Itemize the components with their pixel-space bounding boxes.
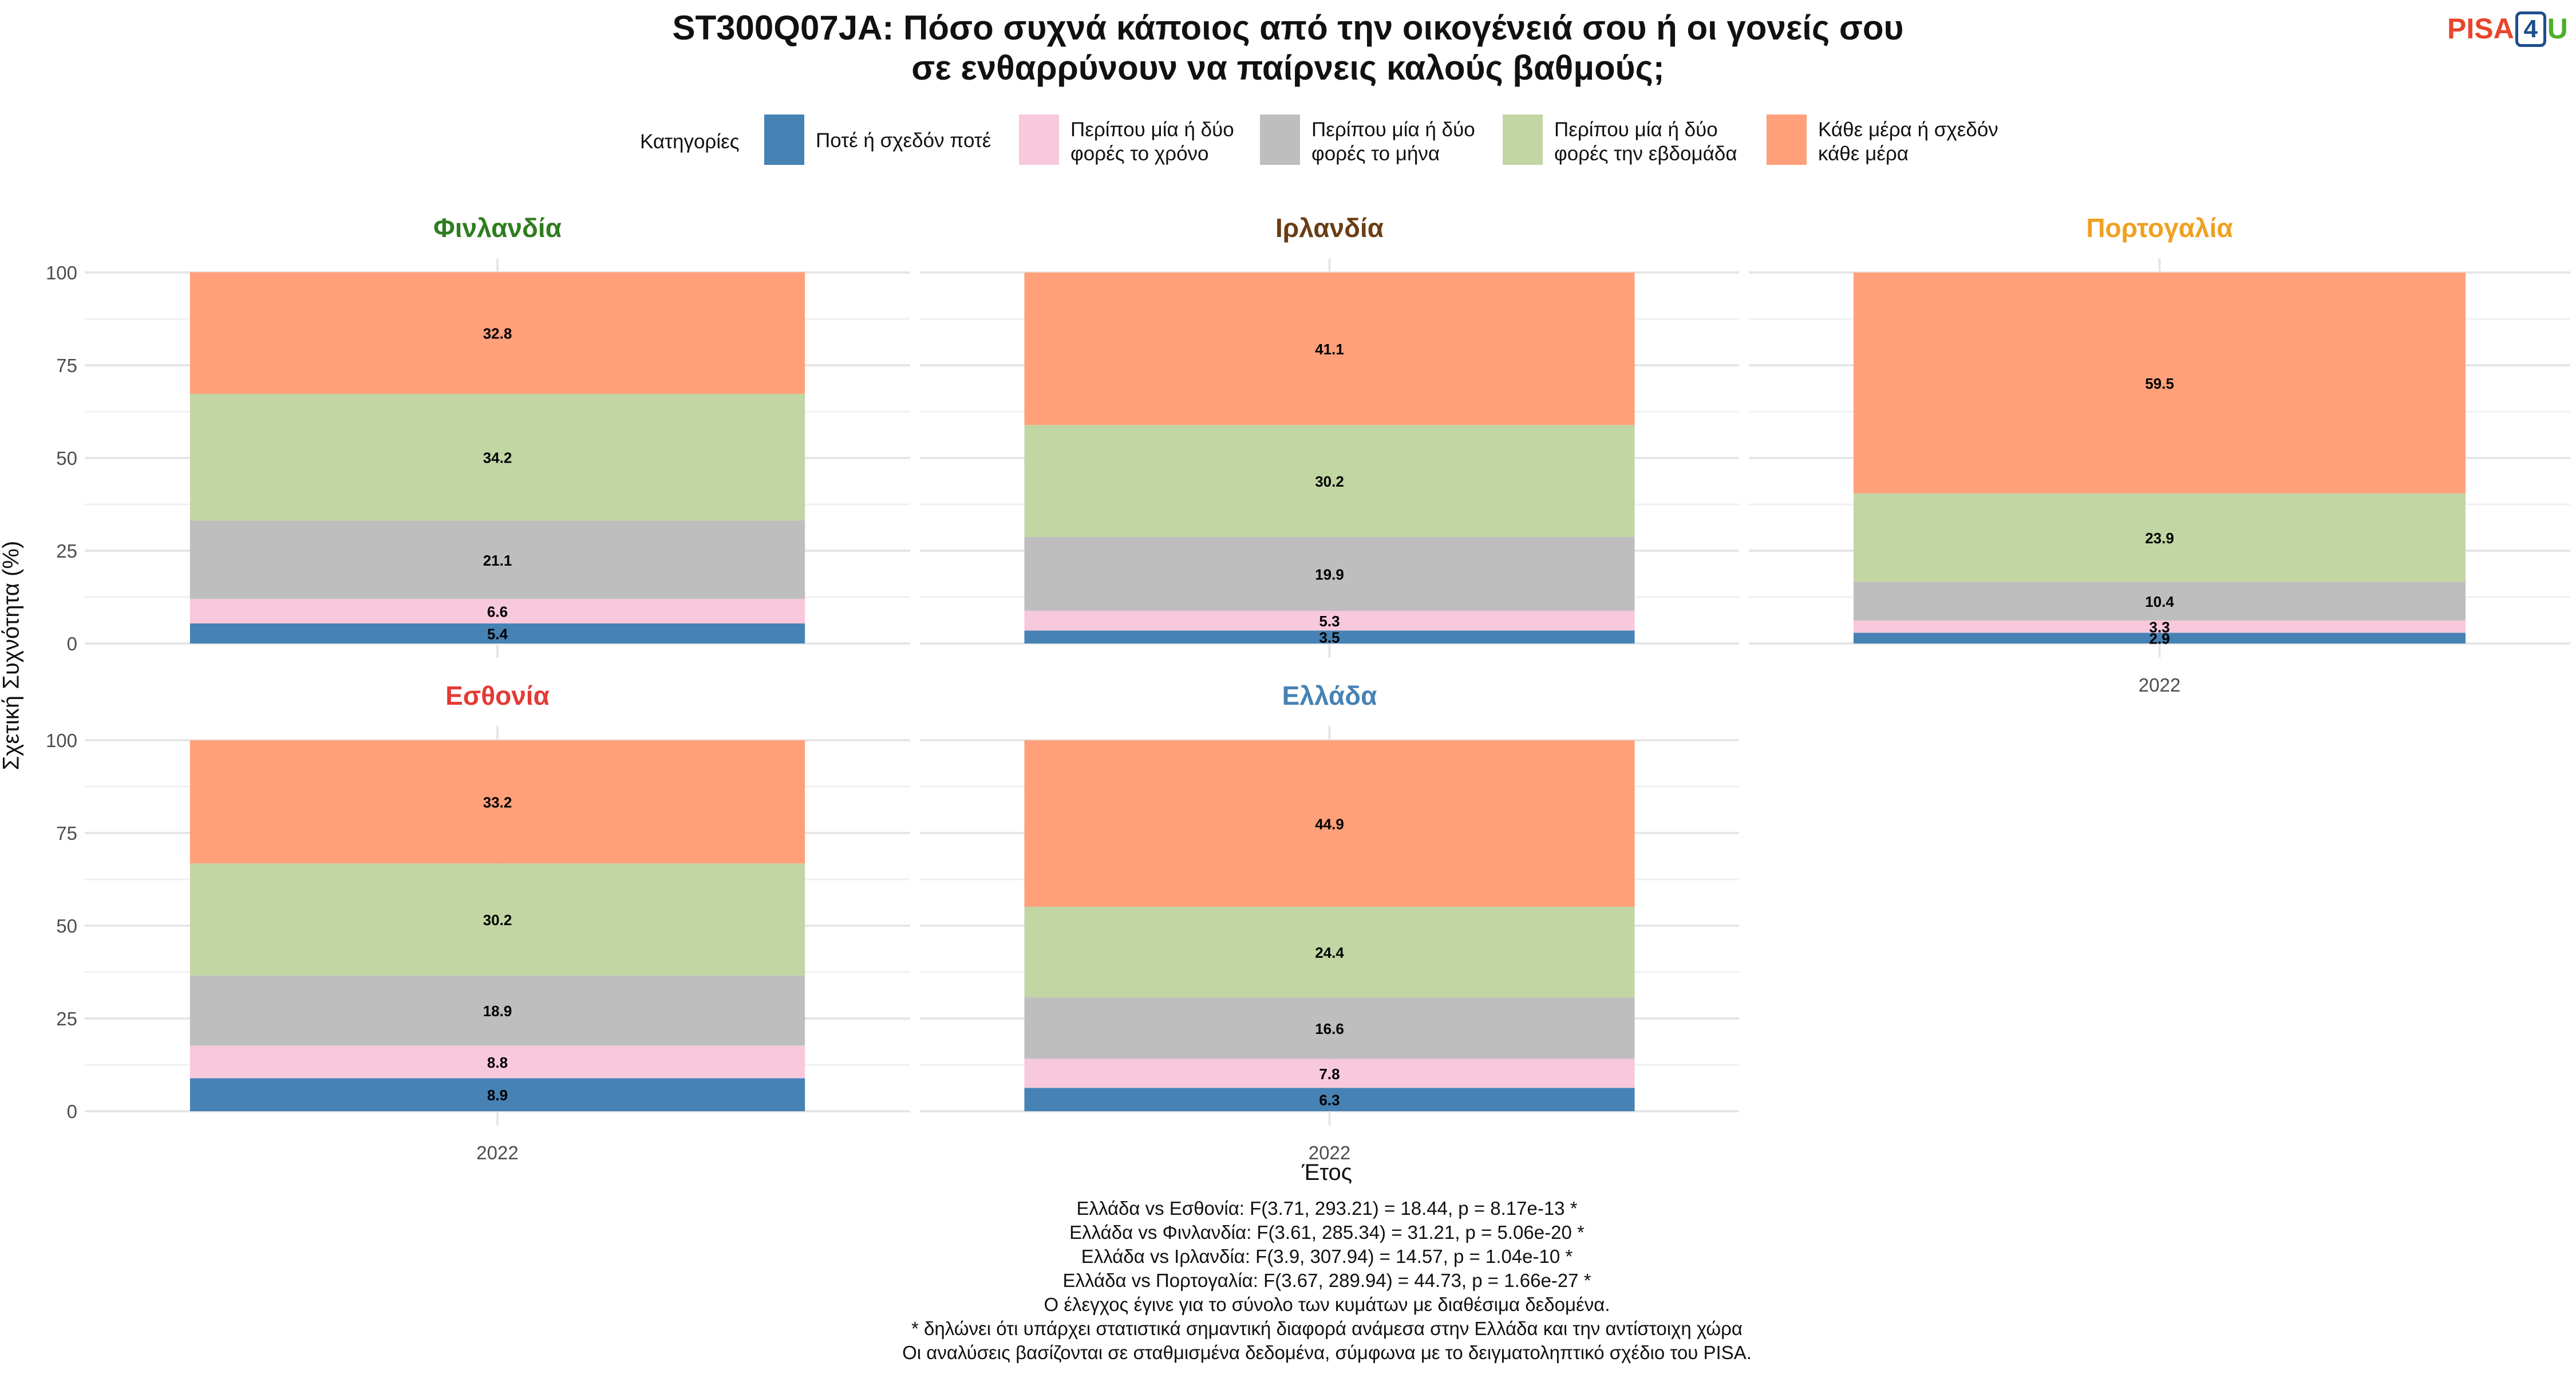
facet-2-data-label-never: 3.5 <box>1319 629 1340 646</box>
legend-title: Κατηγορίες <box>640 131 740 153</box>
y-tick-label: 75 <box>56 355 77 376</box>
facet-2-data-label-monthly: 19.9 <box>1315 566 1344 583</box>
caption: Ελλάδα vs Εσθονία: F(3.71, 293.21) = 18.… <box>0 1197 2576 1365</box>
y-tick-label: 25 <box>56 1008 77 1029</box>
legend-label-never: Ποτέ ή σχεδόν ποτέ <box>816 129 991 152</box>
caption-line-6: * δηλώνει ότι υπάρχει στατιστικά σημαντι… <box>911 1318 1743 1339</box>
facet-5-data-label-monthly: 16.6 <box>1315 1020 1344 1037</box>
facet-3-data-label-never: 2.9 <box>2149 630 2170 647</box>
facet-3-data-label-monthly: 10.4 <box>2145 593 2174 610</box>
y-tick-label: 50 <box>56 915 77 937</box>
facet-5-bar-weekly <box>1024 906 1635 998</box>
facet-5-x-tick-label: 2022 <box>1309 1142 1350 1163</box>
facet-5-title: Ελλάδα <box>1282 681 1377 710</box>
facet-2-bar-monthly <box>1024 537 1635 611</box>
y-tick-label: 100 <box>46 262 77 283</box>
chart-title: ST300Q07JA: Πόσο συχνά κάποιος από την ο… <box>0 8 2576 88</box>
facet-1-bar-yearly <box>189 599 805 624</box>
y-tick-label: 100 <box>46 730 77 751</box>
facet-5-bar-yearly <box>1024 1059 1635 1088</box>
facet-2-bar-weekly <box>1024 425 1635 538</box>
facet-4-bar-never <box>189 1078 805 1111</box>
facet-2-data-label-yearly: 5.3 <box>1319 613 1340 630</box>
facet-5-bar-never <box>1024 1088 1635 1111</box>
legend-label-yearly: Περίπου μία ή δύο φορές το χρόνο <box>1070 119 1234 165</box>
facet-4-title: Εσθονία <box>445 681 550 710</box>
facet-5-data-label-daily: 44.9 <box>1315 815 1344 832</box>
facet-3-bar-daily <box>1853 273 2466 493</box>
y-tick-label: 50 <box>56 448 77 469</box>
facet-5-bar-daily <box>1024 740 1635 907</box>
legend-key-daily <box>1767 114 1807 165</box>
caption-line-4: Ελλάδα vs Πορτογαλία: F(3.67, 289.94) = … <box>1062 1270 1591 1291</box>
facet-1-data-label-daily: 32.8 <box>483 325 512 342</box>
facet-3-data-label-daily: 59.5 <box>2145 375 2174 392</box>
legend-key-yearly <box>1019 114 1059 165</box>
legend-key-monthly <box>1260 114 1300 165</box>
legend-key-never <box>764 114 804 165</box>
facet-1-data-label-monthly: 21.1 <box>483 552 512 569</box>
facet-4-bar-weekly <box>189 863 805 976</box>
x-axis-label: Έτος <box>1301 1160 1353 1185</box>
facet-4-bar-yearly <box>189 1045 805 1079</box>
facet-4-bar-daily <box>189 740 805 864</box>
legend-label-monthly: Περίπου μία ή δύο φορές το μήνα <box>1311 119 1475 165</box>
caption-line-7: Οι αναλύσεις βασίζονται σε σταθμισμένα δ… <box>902 1342 1752 1363</box>
logo-pisa-text: PISA <box>2447 13 2514 45</box>
facet-4-data-label-daily: 33.2 <box>483 794 512 811</box>
facet-1-data-label-yearly: 6.6 <box>487 603 508 621</box>
facet-5-data-label-weekly: 24.4 <box>1315 944 1344 961</box>
facet-4-data-label-monthly: 18.9 <box>483 1002 512 1020</box>
facet-2-bar-never <box>1024 630 1635 643</box>
facet-3-bar-yearly <box>1853 620 2466 633</box>
pisa4u-logo: PISA 4 U <box>2447 8 2568 49</box>
facet-3-bar-never <box>1853 633 2466 643</box>
legend-label-daily: Κάθε μέρα ή σχεδόν κάθε μέρα <box>1818 119 1998 165</box>
facet-1-title: Φινλανδία <box>433 213 562 243</box>
facet-1-bar-daily <box>189 272 805 394</box>
caption-line-1: Ελλάδα vs Εσθονία: F(3.71, 293.21) = 18.… <box>1076 1198 1578 1219</box>
facet-5-data-label-yearly: 7.8 <box>1319 1065 1340 1083</box>
facet-1-bar-weekly <box>189 393 805 521</box>
logo-u-text: U <box>2547 13 2568 45</box>
caption-line-5: Ο έλεγχος έγινε για το σύνολο των κυμάτω… <box>1044 1294 1610 1315</box>
legend-key-weekly <box>1503 114 1543 165</box>
facet-2-data-label-weekly: 30.2 <box>1315 473 1344 490</box>
y-tick-label: 0 <box>67 633 77 654</box>
facet-4-bar-monthly <box>189 975 805 1046</box>
facet-2-bar-daily <box>1024 273 1635 425</box>
facet-3-data-label-yearly: 3.3 <box>2149 619 2170 636</box>
facet-5-data-label-never: 6.3 <box>1319 1092 1340 1109</box>
caption-line-2: Ελλάδα vs Φινλανδία: F(3.61, 285.34) = 3… <box>1069 1222 1585 1243</box>
facet-4-data-label-yearly: 8.8 <box>487 1054 508 1071</box>
facet-4-data-label-never: 8.9 <box>487 1087 508 1104</box>
chart-title-line-2: σε ενθαρρύνουν να παίρνεις καλούς βαθμού… <box>911 49 1665 87</box>
facet-3-data-label-weekly: 23.9 <box>2145 530 2174 547</box>
facet-1-bar-never <box>189 623 805 643</box>
caption-line-3: Ελλάδα vs Ιρλανδία: F(3.9, 307.94) = 14.… <box>1081 1246 1573 1267</box>
facet-2-data-label-daily: 41.1 <box>1315 341 1344 358</box>
facet-4-data-label-weekly: 30.2 <box>483 911 512 929</box>
facet-3-x-tick-label: 2022 <box>2139 674 2180 696</box>
facet-1-data-label-never: 5.4 <box>487 626 508 643</box>
facet-1-bar-monthly <box>189 520 805 599</box>
facet-2-title: Ιρλανδία <box>1275 213 1384 243</box>
chart-title-line-1: ST300Q07JA: Πόσο συχνά κάποιος από την ο… <box>672 9 1904 47</box>
y-tick-label: 75 <box>56 823 77 844</box>
facet-4-x-tick-label: 2022 <box>476 1142 518 1163</box>
y-axis-label: Σχετική Συχνότητα (%) <box>0 540 24 771</box>
legend-label-weekly: Περίπου μία ή δύο φορές την εβδομάδα <box>1554 119 1737 165</box>
facet-1-data-label-weekly: 34.2 <box>483 449 512 467</box>
facet-3-title: Πορτογαλία <box>2086 213 2233 243</box>
facet-3-bar-monthly <box>1853 582 2466 621</box>
facet-2-bar-yearly <box>1024 610 1635 631</box>
facet-5-bar-monthly <box>1024 997 1635 1059</box>
y-tick-label: 0 <box>67 1101 77 1122</box>
y-tick-label: 25 <box>56 540 77 562</box>
logo-four-text: 4 <box>2515 11 2546 47</box>
facet-3-bar-weekly <box>1853 493 2466 582</box>
